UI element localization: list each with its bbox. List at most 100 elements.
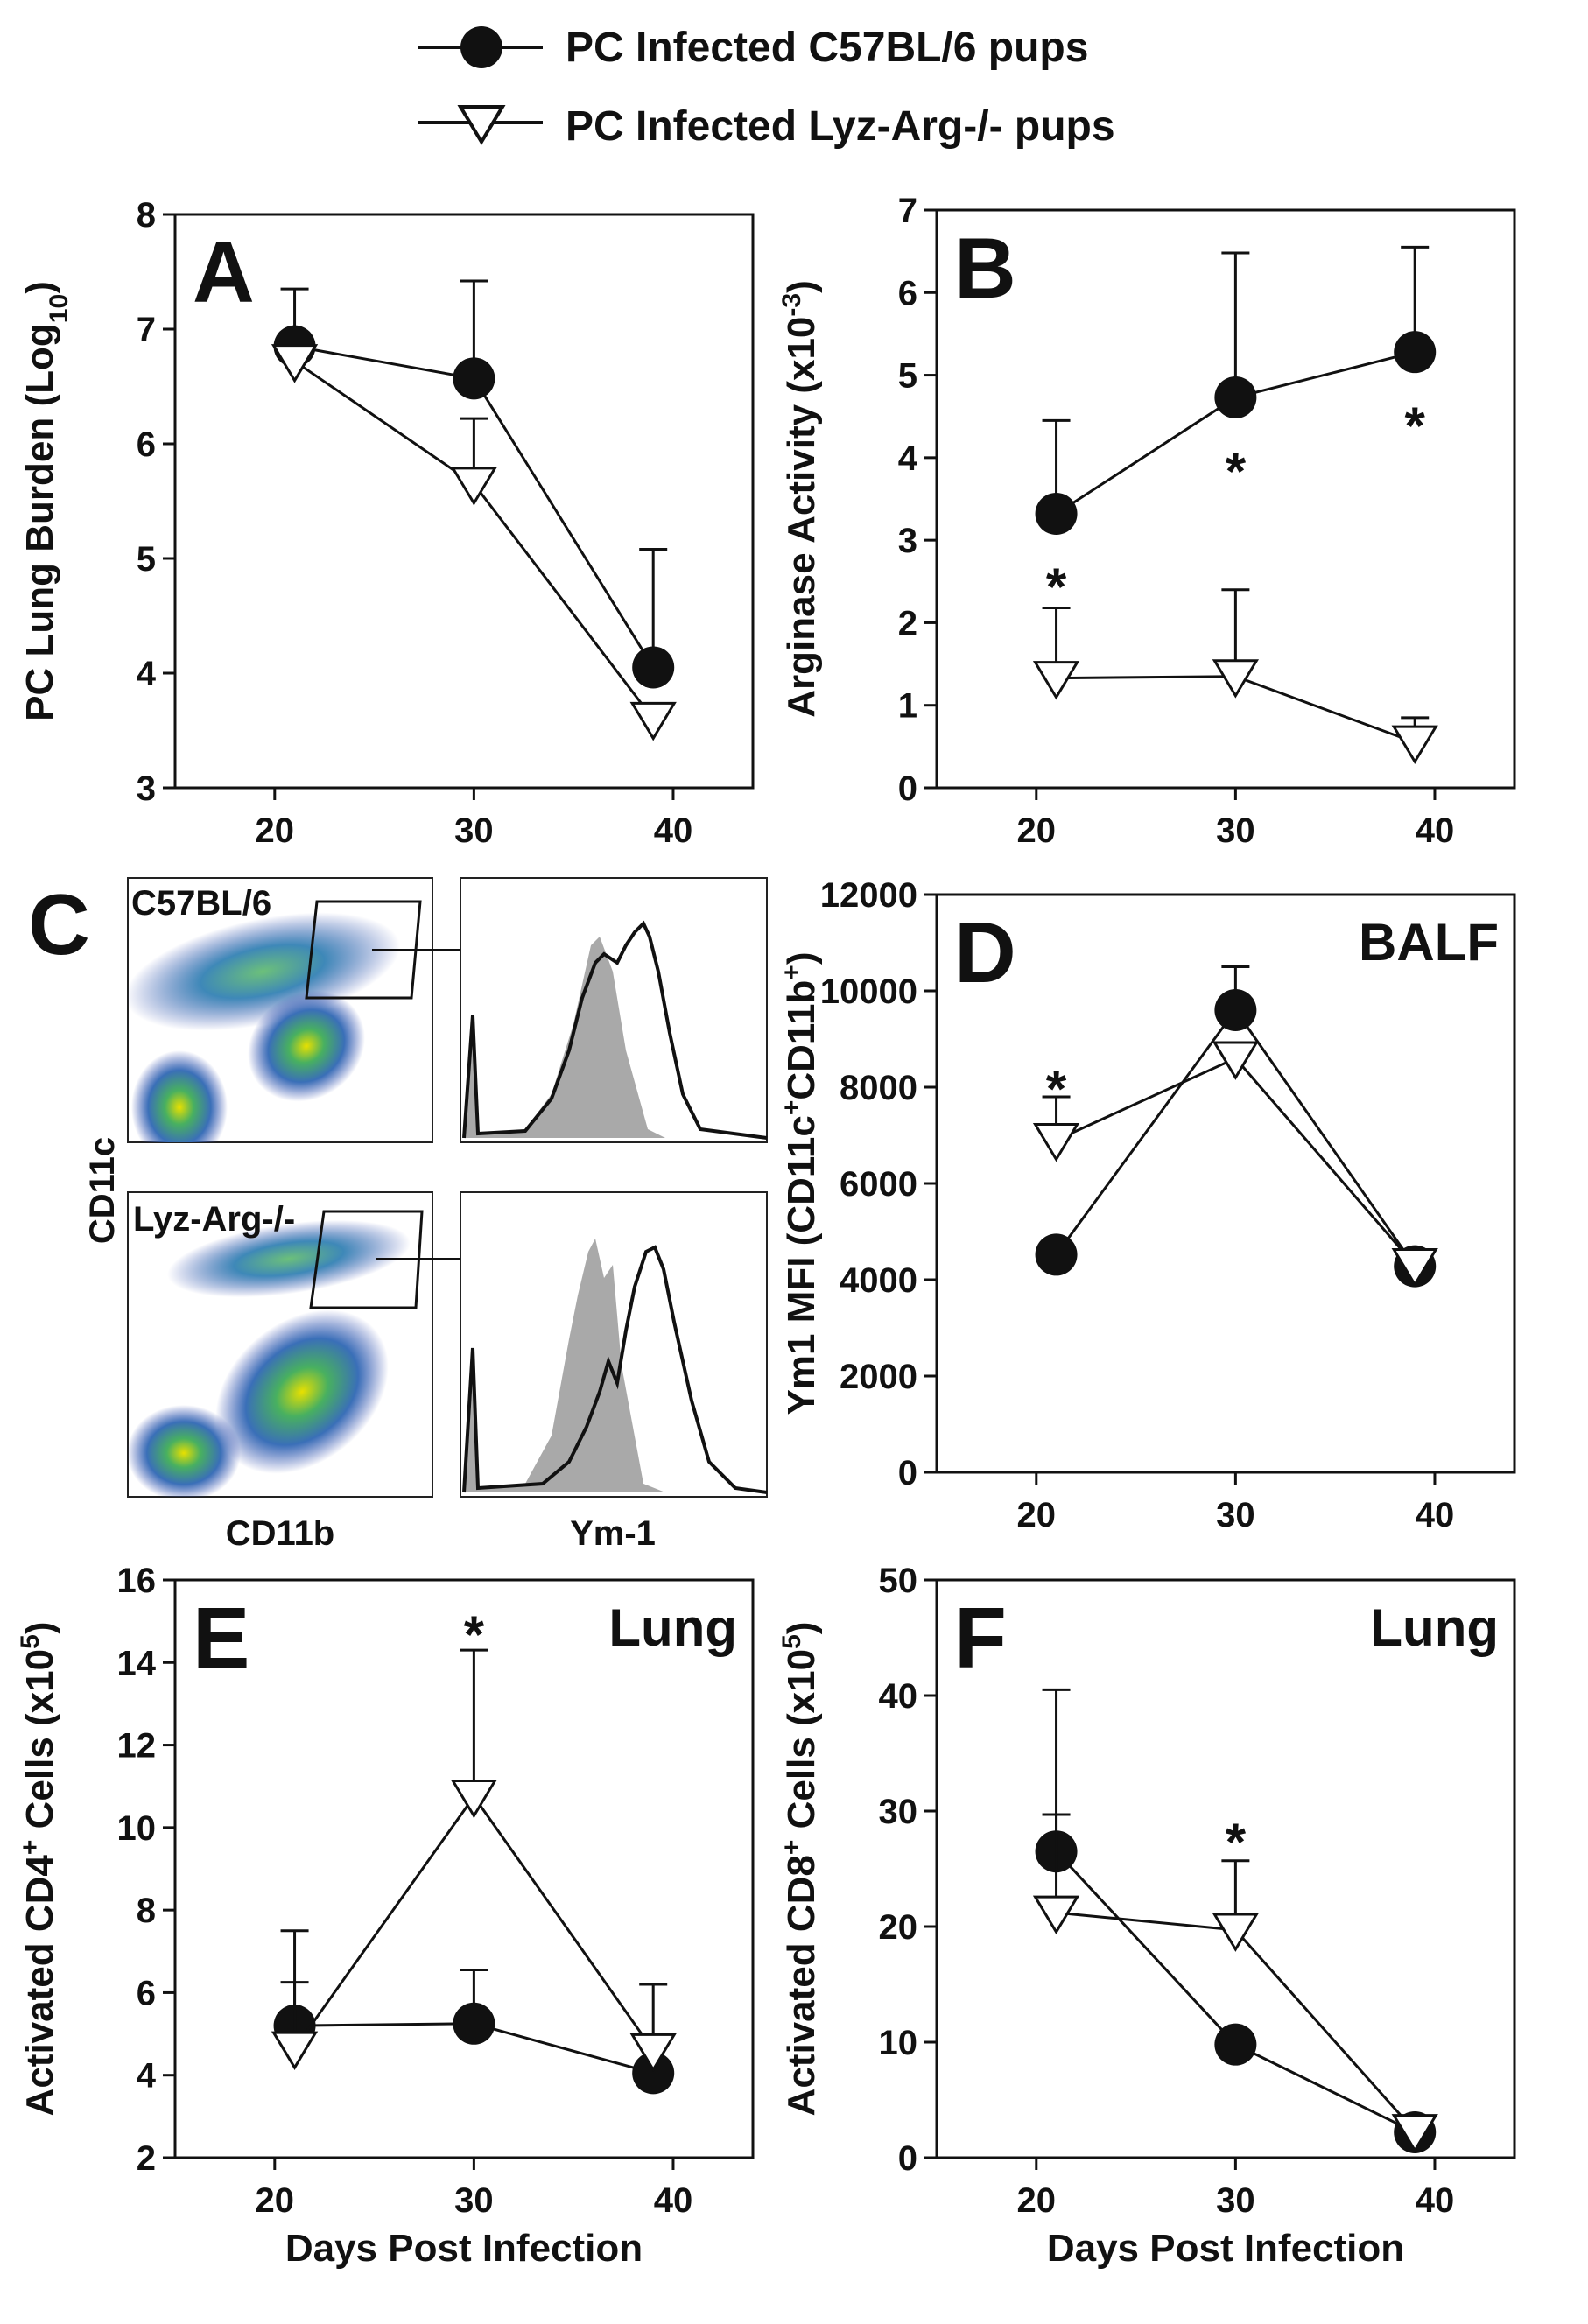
data-point (632, 646, 675, 689)
data-point (1035, 1233, 1078, 1276)
data-point (1391, 1248, 1438, 1288)
isotype-histogram (464, 937, 665, 1138)
y-tick-label: 3 (137, 769, 156, 808)
series-line (293, 360, 655, 720)
x-tick-label: 20 (1017, 1496, 1057, 1534)
cell-population (131, 1050, 228, 1142)
y-tick-label: 10 (117, 1809, 157, 1848)
y-tick-label: 40 (879, 1677, 918, 1716)
y-tick-label: 7 (898, 192, 917, 230)
panel-letter: B (954, 220, 1016, 316)
y-tick-label: 2000 (840, 1358, 917, 1396)
plot-frame (935, 1578, 1516, 2159)
data-point (1394, 331, 1437, 374)
series-lyz-arg (1032, 588, 1438, 765)
data-point (1214, 2023, 1257, 2066)
y-tick-label: 0 (898, 1454, 917, 1492)
y-tick-label: 6000 (840, 1165, 917, 1204)
y-tick-label: 0 (898, 2139, 917, 2178)
y-axis-label: Activated CD8+ Cells (x105) (777, 1622, 824, 2117)
x-tick-label: 20 (1017, 811, 1057, 850)
y-tick-label: 4 (137, 655, 157, 693)
x-tick-label: 20 (1017, 2181, 1057, 2220)
series-c57bl6 (1035, 245, 1437, 535)
legend-label: PC Infected Lyz-Arg-/- pups (566, 103, 1115, 150)
significance-star: * (1405, 397, 1426, 455)
series-lyz-arg (1032, 1041, 1438, 1288)
y-tick-label: 16 (117, 1562, 157, 1600)
y-tick-label: 6 (137, 425, 156, 464)
y-tick-label: 10 (879, 2024, 918, 2062)
series-line (1055, 1057, 1416, 1267)
series-lyz-arg (271, 1648, 677, 2073)
y-tick-label: 2 (898, 604, 917, 642)
y-tick-label: 5 (137, 540, 156, 579)
y-tick-label: 2 (137, 2139, 156, 2178)
gate (305, 900, 422, 1000)
y-tick-label: 50 (879, 1562, 918, 1600)
dot-plot-bottom: Lyz-Arg-/- CD11b (127, 1191, 506, 1553)
legend-item-lyz: PC Infected Lyz-Arg-/- pups (418, 103, 1115, 150)
x-tick-label: 40 (1416, 811, 1455, 850)
cell-population (167, 1219, 411, 1298)
y-tick-label: 14 (117, 1644, 157, 1682)
data-point (629, 701, 677, 741)
ym1-histogram (462, 1245, 768, 1494)
y-tick-label: 5 (898, 357, 917, 396)
data-point (271, 344, 319, 383)
chart-panel-b: 0 1 2 3 4 5 6 7 20 30 40 Arginase Activity (x10-3) B… (777, 192, 1516, 850)
chart-panel-f: 0 10 20 30 40 50 20 30 40 Activated CD8+ Cells (x… (777, 1562, 1516, 2270)
legend-item-c57: PC Infected C57BL/6 pups (418, 25, 1088, 71)
x-tick-label: 40 (654, 2181, 693, 2220)
y-axis-label: Arginase Activity (x10-3) (777, 280, 824, 717)
y-tick-label: 30 (879, 1793, 918, 1831)
x-axis-label: Days Post Infection (1047, 2227, 1404, 2270)
ym1-histogram (462, 920, 768, 1140)
y-tick-label: 6 (137, 1974, 156, 2012)
open-triangle-icon (457, 105, 506, 145)
data-point (1032, 1123, 1080, 1162)
dot-plot-top: C57BL/6 (127, 877, 506, 1143)
plot-frame (173, 213, 755, 790)
data-point (453, 357, 495, 400)
panel-letter: C (28, 876, 90, 972)
plot-frame (173, 1578, 755, 2159)
strain-label: Lyz-Arg-/- (133, 1200, 295, 1239)
y-tick-label: 12 (117, 1727, 157, 1766)
tissue-label: Lung (1370, 1598, 1499, 1657)
filled-circle-icon (460, 26, 502, 68)
flow-ylabel: CD11c (83, 1137, 122, 1244)
legend-label: PC Infected C57BL/6 pups (566, 25, 1088, 71)
series-c57bl6 (273, 1969, 675, 2095)
panel-letter: A (193, 224, 255, 320)
series-lyz-arg (1032, 1688, 1438, 2153)
x-tick-label: 40 (1416, 1496, 1455, 1534)
data-point (453, 2002, 495, 2045)
data-point (1214, 376, 1257, 419)
flow-cytometry-panel: C CD11c C57BL/6 (28, 876, 768, 1553)
panel-letter: F (954, 1590, 1007, 1686)
x-tick-label: 20 (256, 811, 295, 850)
data-point (1214, 989, 1257, 1031)
x-tick-label: 40 (654, 811, 693, 850)
significance-star: * (1226, 442, 1247, 501)
data-point (1212, 659, 1260, 699)
significance-star: * (1046, 1059, 1067, 1118)
gate (309, 1210, 424, 1309)
x-tick-label: 40 (1416, 2181, 1455, 2220)
data-point (1032, 1895, 1080, 1935)
histogram-top (460, 877, 768, 1143)
y-tick-label: 1 (898, 687, 917, 726)
x-tick-label: 30 (454, 2181, 494, 2220)
y-tick-label: 10000 (820, 972, 917, 1011)
data-point (632, 2052, 675, 2095)
data-point (271, 2031, 319, 2070)
y-tick-label: 8 (137, 1892, 156, 1930)
y-tick-label: 6 (898, 274, 917, 312)
x-tick-label: 30 (1216, 1496, 1255, 1534)
data-point (1212, 1913, 1260, 1952)
isotype-histogram (464, 1239, 665, 1492)
data-point (1391, 725, 1438, 765)
significance-star: * (1226, 1813, 1247, 1871)
